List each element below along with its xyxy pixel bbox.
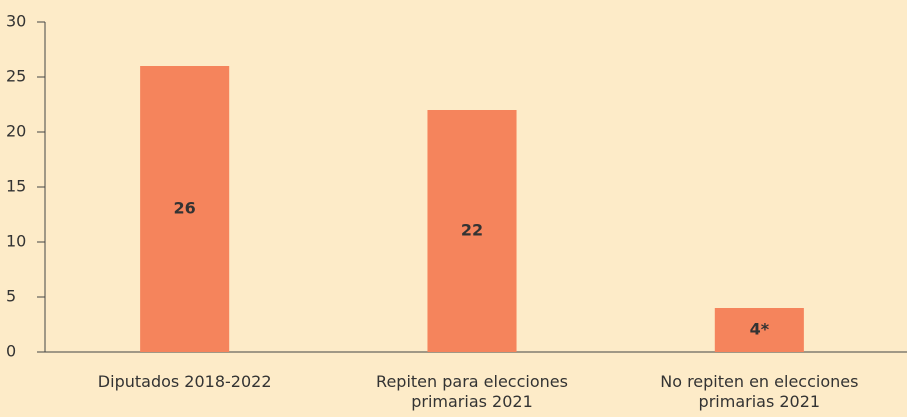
y-tick-label: 10 [6,232,26,251]
data-label: 22 [461,221,483,240]
y-tick-label: 5 [6,287,16,306]
y-tick-label: 0 [6,342,16,361]
bar [714,308,804,352]
y-tick-label: 30 [6,12,26,31]
y-tick-label: 20 [6,122,26,141]
x-tick-label: Repiten para elecciones primarias 2021 [376,372,568,411]
x-tick-label: Diputados 2018-2022 [97,372,272,391]
x-tick-label: No repiten en elecciones primarias 2021 [660,372,859,411]
y-tick-label: 25 [6,67,26,86]
bar [427,110,517,352]
bar [140,66,230,352]
data-label: 4* [750,320,770,339]
y-tick-label: 15 [6,177,26,196]
data-label: 26 [174,199,196,218]
